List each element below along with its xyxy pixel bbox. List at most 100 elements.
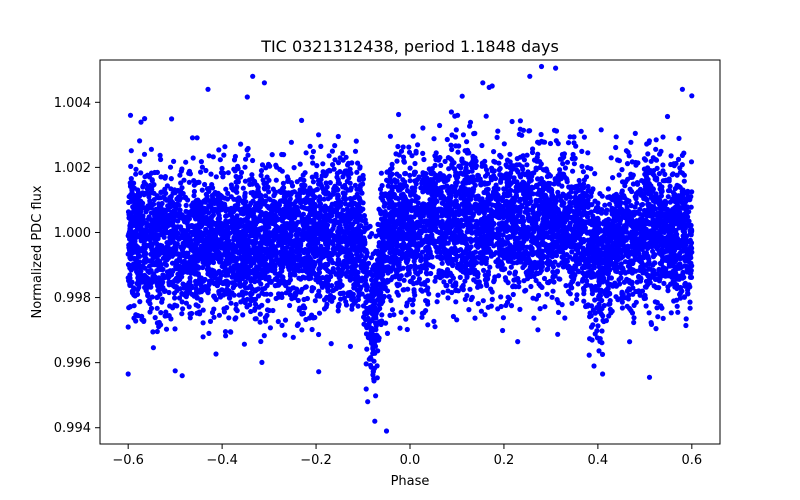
data-point <box>133 318 139 324</box>
data-point <box>233 306 239 312</box>
data-point <box>650 248 656 254</box>
data-point <box>517 154 524 160</box>
data-point <box>183 300 189 306</box>
data-point <box>317 194 323 200</box>
data-point <box>137 253 143 259</box>
data-point <box>320 161 326 167</box>
data-point <box>366 356 372 362</box>
data-point <box>242 193 248 199</box>
data-point <box>364 346 370 352</box>
data-point <box>266 307 272 314</box>
data-point <box>265 298 271 304</box>
data-point <box>258 172 264 178</box>
data-point <box>360 200 366 206</box>
data-point <box>601 302 607 309</box>
data-point <box>645 151 651 157</box>
data-point <box>589 337 595 343</box>
data-point <box>347 343 353 349</box>
data-point <box>299 327 305 333</box>
data-point <box>462 278 468 284</box>
data-point <box>384 330 391 336</box>
data-point <box>535 327 541 333</box>
data-point <box>225 170 231 176</box>
data-point <box>591 363 597 369</box>
data-point <box>676 135 682 141</box>
data-point <box>544 291 550 297</box>
data-point <box>150 345 156 351</box>
data-point <box>592 297 598 303</box>
data-point <box>556 262 562 268</box>
data-point <box>193 302 199 308</box>
data-point <box>657 151 663 157</box>
data-point <box>567 254 573 260</box>
data-point <box>549 294 555 300</box>
data-point <box>183 202 189 208</box>
data-point <box>233 315 239 321</box>
data-point <box>206 153 212 159</box>
data-point <box>168 176 174 182</box>
data-point <box>289 296 295 302</box>
data-point <box>301 189 307 195</box>
data-point <box>575 281 581 287</box>
data-point <box>522 288 528 294</box>
data-point <box>275 318 281 325</box>
data-point <box>595 323 601 329</box>
data-point <box>158 310 164 316</box>
data-point <box>223 186 229 192</box>
data-point <box>535 176 541 182</box>
data-point <box>544 173 551 180</box>
data-point <box>389 161 395 167</box>
data-point <box>332 143 338 149</box>
data-point <box>565 140 572 146</box>
data-point <box>310 179 316 185</box>
data-point <box>149 294 155 300</box>
data-point <box>619 299 625 305</box>
data-point <box>178 180 184 186</box>
data-point <box>257 319 263 325</box>
data-point <box>631 315 637 321</box>
data-point <box>588 166 594 172</box>
data-point <box>145 291 151 297</box>
data-point <box>481 267 487 273</box>
data-point <box>369 231 375 237</box>
data-point <box>244 147 250 153</box>
data-point <box>479 142 485 149</box>
data-point <box>652 299 658 305</box>
data-point <box>240 312 246 318</box>
data-point <box>583 174 590 180</box>
data-point <box>438 162 444 168</box>
data-point <box>264 246 270 252</box>
data-point <box>158 174 164 180</box>
data-point <box>533 296 540 302</box>
data-point <box>683 322 689 329</box>
data-point <box>125 324 131 330</box>
data-point <box>505 193 511 199</box>
data-point <box>264 312 270 318</box>
data-point <box>653 146 659 152</box>
data-point <box>394 158 400 164</box>
data-point <box>593 317 599 323</box>
data-point <box>288 139 294 145</box>
data-point <box>567 134 573 140</box>
data-point <box>442 158 448 164</box>
data-point <box>261 333 267 339</box>
data-point <box>491 149 497 155</box>
data-point <box>432 324 438 330</box>
data-point <box>630 181 637 187</box>
data-point <box>290 334 296 340</box>
data-point <box>208 171 214 177</box>
data-point <box>172 295 178 301</box>
data-point <box>517 118 524 124</box>
data-point <box>404 326 410 333</box>
data-point <box>528 283 534 290</box>
data-point <box>550 269 556 275</box>
data-point <box>396 111 402 118</box>
data-point <box>370 344 376 350</box>
data-point <box>566 184 572 190</box>
data-point <box>566 193 572 199</box>
data-point <box>193 285 199 291</box>
data-point <box>259 290 265 296</box>
data-point <box>357 182 364 188</box>
data-point <box>232 153 238 160</box>
data-point <box>354 186 360 192</box>
